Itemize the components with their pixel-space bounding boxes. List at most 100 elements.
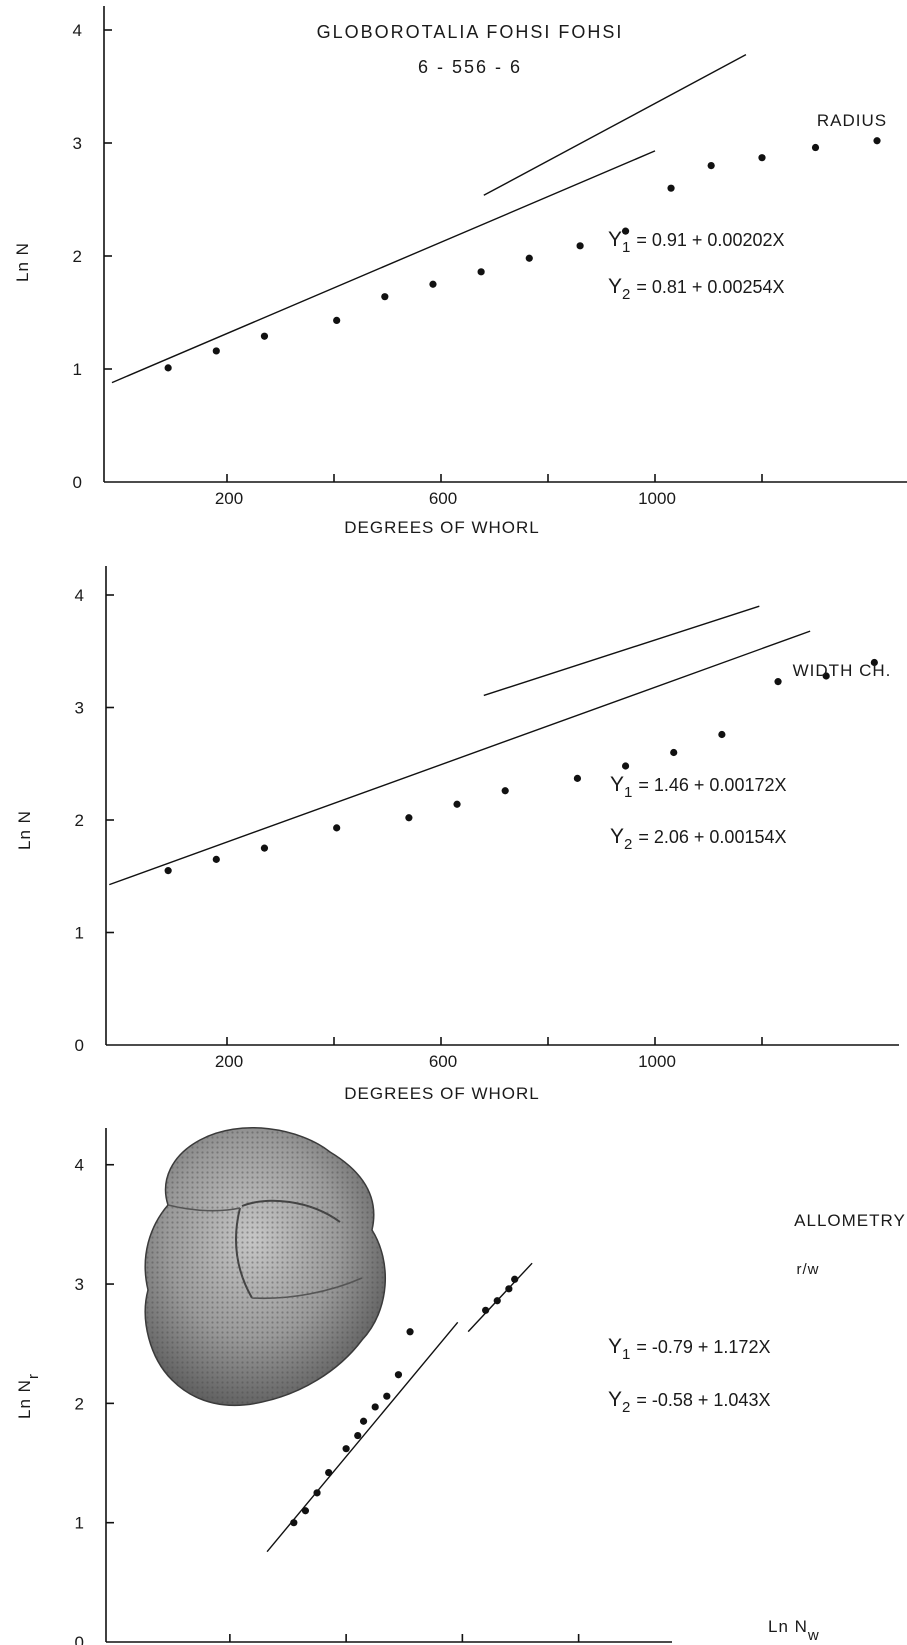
data-point [758, 154, 766, 162]
y-tick-label: 2 [75, 1394, 84, 1413]
panel-width-ylabel: Ln N [15, 810, 34, 850]
data-point [164, 364, 172, 372]
panel-width-ticks: 0 1 2 3 4 200 600 1000 [75, 586, 763, 1071]
y-tick-label: 1 [75, 924, 84, 943]
panel-allometry-ylabel: Ln Nr [15, 1373, 42, 1419]
x-tick-label: 1000 [638, 489, 676, 508]
xlabel-var: Ln N [768, 1617, 808, 1636]
y-tick-label: 3 [75, 1275, 84, 1294]
eq-text: = -0.58 + 1.043X [636, 1390, 770, 1410]
data-point [313, 1489, 321, 1497]
y-tick-label: 1 [75, 1514, 84, 1533]
eq-sub: 2 [624, 836, 632, 853]
eq-sub: 2 [622, 1399, 630, 1416]
panel-allometry-points [290, 1275, 519, 1527]
eq-sub: 1 [622, 239, 630, 256]
data-point [453, 800, 461, 808]
data-point [718, 730, 726, 739]
panel-allometry-sublabel: r/w [797, 1261, 820, 1278]
ylabel-sub: r [25, 1373, 42, 1379]
data-point [621, 762, 630, 770]
panel-allometry-equation-2: Y2 = -0.58 + 1.043X [608, 1388, 770, 1416]
panel-radius-fit-lines [111, 54, 747, 384]
data-point [477, 268, 485, 276]
panel-width-xlabel: DEGREES OF WHORL [344, 1084, 539, 1103]
y-tick-label: 4 [73, 21, 82, 40]
y-tick-label: 3 [75, 699, 84, 718]
data-point [511, 1275, 519, 1283]
data-point [164, 867, 172, 875]
panel-allometry-equation-1: Y1 = -0.79 + 1.172X [608, 1335, 770, 1363]
eq-var: Y [610, 825, 624, 848]
data-point [811, 143, 820, 152]
y-tick-label: 3 [73, 134, 82, 153]
panel-radius-xlabel: DEGREES OF WHORL [344, 518, 539, 537]
panel-radius: 0 1 2 3 4 200 600 1000 DEGREES OF WHORL Ln N RA… [13, 6, 907, 537]
panel-allometry-xlabel: Ln Nw [768, 1617, 820, 1644]
y-tick-label: 0 [75, 1633, 84, 1645]
data-point [870, 658, 878, 667]
data-point [707, 162, 715, 170]
figure-title: GLOBOROTALIA FOHSI FOHSI [317, 22, 624, 42]
eq-text: = 1.46 + 0.00172X [638, 775, 786, 795]
panel-width-points [164, 658, 878, 875]
data-point [873, 137, 881, 145]
eq-var: Y [608, 1388, 622, 1411]
panel-width-label: WIDTH CH. [793, 661, 892, 680]
data-point [325, 1468, 333, 1477]
eq-var: Y [608, 1335, 622, 1358]
y-tick-label: 4 [75, 586, 84, 605]
data-point [405, 814, 413, 822]
data-point [354, 1431, 362, 1440]
panel-allometry-label: ALLOMETRY [794, 1211, 906, 1230]
data-point [333, 824, 341, 832]
eq-text: = 0.91 + 0.00202X [636, 230, 784, 250]
data-point [667, 184, 675, 192]
x-tick-label: 1000 [638, 1052, 676, 1071]
eq-text: = 0.81 + 0.00254X [636, 277, 784, 297]
data-point [573, 774, 582, 782]
eq-var: Y [610, 773, 624, 796]
x-tick-label: 200 [215, 489, 243, 508]
data-point [342, 1445, 350, 1453]
fit-line-1 [111, 150, 656, 384]
data-point [505, 1285, 513, 1293]
x-tick-label: 600 [429, 489, 457, 508]
figure-subtitle: 6 - 556 - 6 [418, 57, 522, 77]
data-point [394, 1371, 403, 1379]
data-point [359, 1417, 368, 1425]
data-point [260, 844, 269, 852]
data-point [212, 855, 220, 863]
panel-width: 0 1 2 3 4 200 600 1000 DEGREES OF WHORL Ln N WI… [15, 566, 899, 1103]
panel-radius-label: RADIUS [817, 111, 887, 130]
data-point [576, 242, 584, 250]
data-point [429, 280, 437, 288]
x-tick-label: 200 [215, 1052, 243, 1071]
xlabel-sub: w [807, 1627, 820, 1644]
fit-line-1 [266, 1321, 459, 1553]
eq-sub: 1 [622, 1346, 630, 1363]
eq-text: = -0.79 + 1.172X [636, 1337, 770, 1357]
eq-sub: 2 [622, 286, 630, 303]
data-point [501, 787, 509, 795]
y-tick-label: 4 [75, 1156, 84, 1175]
eq-var: Y [608, 275, 622, 298]
data-point [383, 1392, 391, 1400]
ylabel-var: Ln N [15, 1379, 34, 1419]
eq-var: Y [608, 228, 622, 251]
data-point [774, 678, 782, 686]
y-tick-label: 1 [73, 360, 82, 379]
panel-width-equation-2: Y2 = 2.06 + 0.00154X [610, 825, 787, 853]
eq-text: = 2.06 + 0.00154X [638, 827, 786, 847]
data-point [406, 1328, 414, 1336]
panel-radius-ylabel: Ln N [13, 242, 32, 282]
data-point [301, 1507, 310, 1515]
fit-line-1 [109, 630, 811, 886]
fit-line-2 [483, 54, 747, 196]
panel-allometry-fit-lines [266, 1262, 533, 1553]
panel-radius-points [164, 137, 881, 372]
panel-radius-equation-1: Y1 = 0.91 + 0.00202X [608, 228, 785, 256]
data-point [525, 254, 533, 262]
x-tick-label: 600 [429, 1052, 457, 1071]
